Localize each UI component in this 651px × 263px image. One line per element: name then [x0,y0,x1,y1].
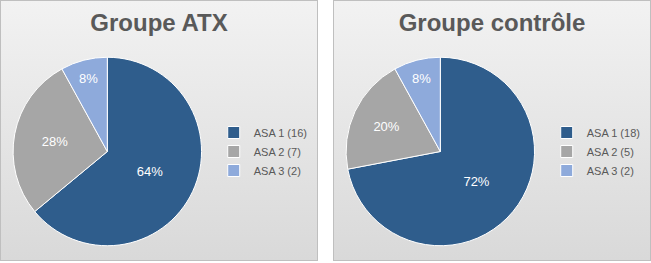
svg-text:8%: 8% [412,71,431,86]
svg-text:ASA 2 (5): ASA 2 (5) [587,146,634,158]
svg-text:ASA 3 (2): ASA 3 (2) [587,165,634,177]
svg-text:64%: 64% [137,164,163,179]
svg-text:72%: 72% [463,174,489,189]
svg-text:Groupe ATX: Groupe ATX [90,9,227,36]
svg-text:8%: 8% [79,71,98,86]
svg-text:ASA 1 (18): ASA 1 (18) [587,127,640,139]
svg-text:ASA 1 (16): ASA 1 (16) [254,127,307,139]
svg-text:20%: 20% [373,119,399,134]
svg-text:Groupe contrôle: Groupe contrôle [399,9,586,36]
svg-text:28%: 28% [42,134,68,149]
svg-text:ASA 3 (2): ASA 3 (2) [254,165,301,177]
svg-text:ASA 2 (7): ASA 2 (7) [254,146,301,158]
